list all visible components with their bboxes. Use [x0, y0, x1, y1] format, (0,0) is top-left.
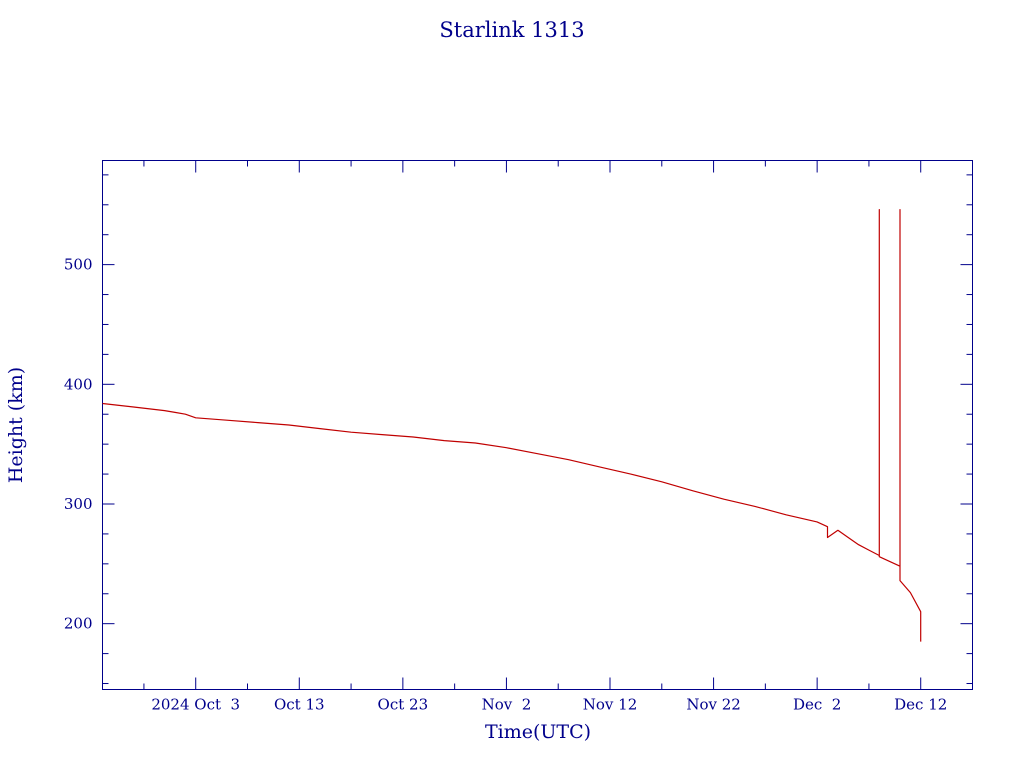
x-tick-label: Dec 2 — [793, 696, 841, 714]
y-tick-label: 400 — [64, 375, 93, 393]
y-axis-label: Height (km) — [5, 367, 27, 483]
series-line — [102, 209, 922, 642]
axis-ticks — [102, 160, 973, 690]
x-axis-label: Time(UTC) — [485, 721, 591, 743]
x-tick-labels: 2024 Oct 3 Oct 13 Oct 23 Nov 2 Nov 12 Nov 22 D… — [151, 696, 947, 714]
x-tick-label: Oct 13 — [274, 696, 325, 714]
y-tick-label: 300 — [64, 495, 93, 513]
x-tick-label: Nov 2 — [482, 696, 532, 714]
y-tick-labels: 200 300 400 500 — [64, 256, 93, 633]
x-tick-label: Nov 22 — [686, 696, 741, 714]
x-tick-label: Oct 23 — [378, 696, 429, 714]
x-tick-label: Dec 12 — [894, 696, 947, 714]
y-tick-label: 500 — [64, 256, 93, 274]
y-tick-label: 200 — [64, 615, 93, 633]
x-tick-label: 2024 Oct 3 — [151, 696, 240, 714]
plot-frame — [102, 160, 973, 690]
x-tick-label: Nov 12 — [583, 696, 638, 714]
chart-title: Starlink 1313 — [439, 18, 584, 42]
